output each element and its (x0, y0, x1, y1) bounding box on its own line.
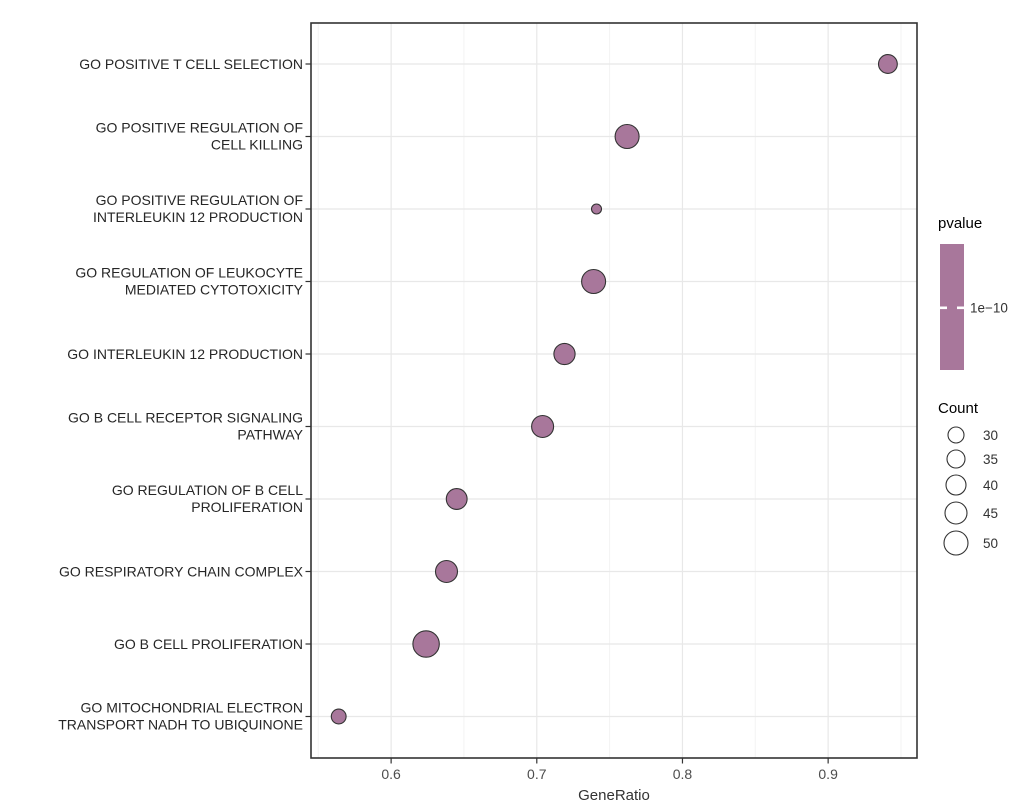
y-axis-label-line1: GO REGULATION OF LEUKOCYTE (75, 265, 303, 281)
y-axis-label-line2: PROLIFERATION (191, 499, 303, 515)
count-legend-circle-30 (947, 426, 965, 444)
count-legend-circle-40 (945, 474, 967, 496)
dot-go-mitochondrial-electron-transport-nadh-to-ubiquinone (330, 708, 347, 725)
y-axis-label-line1: GO POSITIVE REGULATION OF (96, 120, 303, 136)
y-axis-label-line2: CELL KILLING (211, 137, 303, 153)
dot-go-positive-t-cell-selection (877, 54, 898, 74)
y-axis-label-line1: GO POSITIVE REGULATION OF (96, 192, 303, 208)
y-axis-label-line2: INTERLEUKIN 12 PRODUCTION (93, 209, 303, 225)
pvalue-colorbar-tick-right (957, 306, 964, 310)
y-axis-label-line1: GO REGULATION OF B CELL (112, 482, 303, 498)
count-legend-label: 30 (983, 428, 998, 443)
x-axis-title: GeneRatio (578, 787, 650, 804)
count-legend-label: 50 (983, 536, 998, 551)
count-legend-label: 40 (983, 478, 998, 493)
count-legend-circle-50 (943, 530, 969, 556)
pvalue-tick-label: 1e−10 (970, 301, 1008, 316)
x-tick-label: 0.8 (673, 766, 693, 782)
pvalue-legend-title: pvalue (938, 215, 982, 232)
dot-go-b-cell-receptor-signaling-pathway (531, 414, 555, 439)
count-legend-circle-35 (946, 449, 966, 469)
dot-go-positive-regulation-of-interleukin-12-production (590, 203, 603, 215)
dot-go-interleukin-12-production (553, 342, 576, 366)
y-axis-label-line1: GO B CELL RECEPTOR SIGNALING (68, 410, 303, 426)
x-tick-label: 0.9 (818, 766, 838, 782)
pvalue-colorbar-tick-left (940, 306, 947, 310)
dot-go-positive-regulation-of-cell-killing (614, 123, 640, 150)
y-axis-label-line1: GO MITOCHONDRIAL ELECTRON (81, 700, 303, 716)
panel-border (310, 22, 918, 759)
count-legend-title: Count (938, 400, 979, 417)
y-axis-label: GO INTERLEUKIN 12 PRODUCTION (67, 346, 303, 362)
y-axis-label: GO RESPIRATORY CHAIN COMPLEX (59, 564, 304, 580)
x-tick-label: 0.7 (527, 766, 547, 782)
count-legend-label: 35 (983, 452, 998, 467)
y-axis-label-line2: TRANSPORT NADH TO UBIQUINONE (58, 717, 303, 733)
dot-go-b-cell-proliferation (412, 630, 440, 658)
y-axis-label: GO POSITIVE T CELL SELECTION (79, 56, 303, 72)
dot-go-regulation-of-leukocyte-mediated-cytotoxicity (581, 268, 607, 295)
y-axis-label-line2: MEDIATED CYTOTOXICITY (125, 282, 304, 298)
dot-go-regulation-of-b-cell-proliferation (445, 488, 468, 510)
count-legend-circle-45 (944, 501, 968, 525)
y-axis-label-line2: PATHWAY (237, 427, 303, 443)
plot-panel (311, 23, 917, 758)
dot-go-respiratory-chain-complex (434, 559, 459, 584)
count-legend-label: 45 (983, 506, 998, 521)
x-tick-label: 0.6 (381, 766, 401, 782)
y-axis-label: GO B CELL PROLIFERATION (114, 636, 303, 652)
